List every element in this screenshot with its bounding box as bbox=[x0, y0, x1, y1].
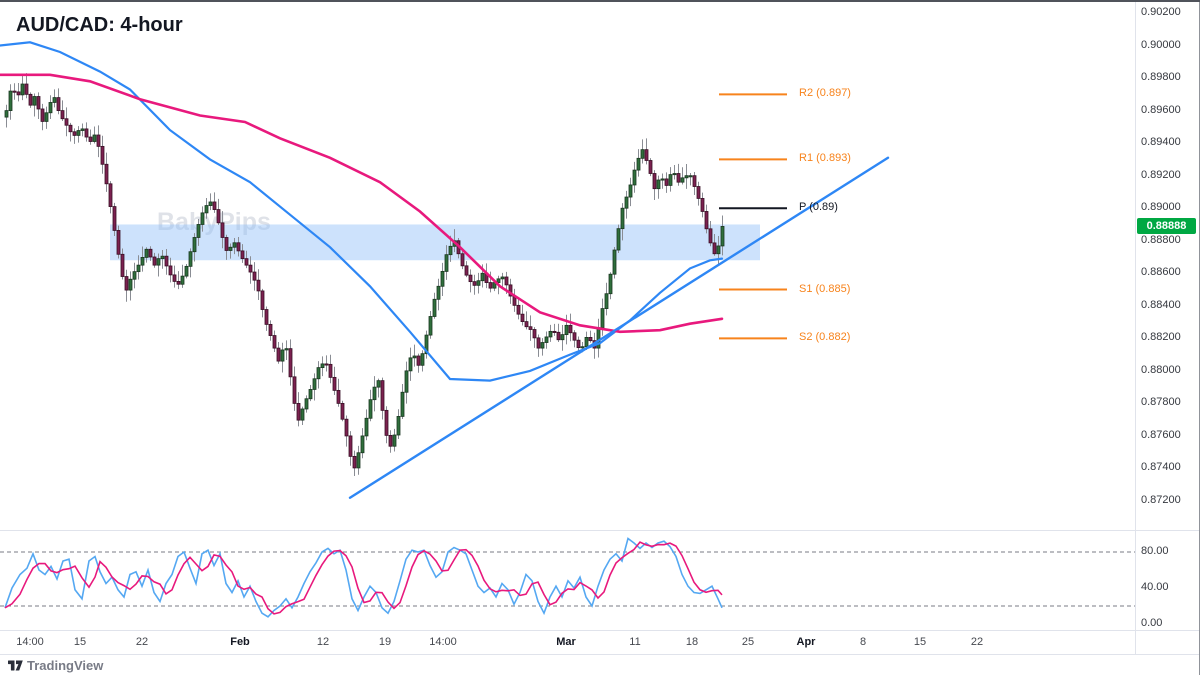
time-axis-label: 11 bbox=[629, 636, 641, 648]
tradingview-logo[interactable]: TradingView bbox=[8, 658, 103, 673]
main-price-pane[interactable] bbox=[0, 2, 1135, 528]
price-axis-label: 0.90000 bbox=[1141, 38, 1181, 51]
watermark: BabyPips bbox=[157, 208, 271, 236]
price-axis-label: 0.87800 bbox=[1141, 396, 1181, 409]
price-axis-label: 0.87600 bbox=[1141, 428, 1181, 441]
stoch-axis-label: 40.00 bbox=[1141, 581, 1169, 593]
time-axis-label: 22 bbox=[970, 636, 984, 648]
time-axis-label: Feb bbox=[230, 636, 250, 648]
time-axis-label: 15 bbox=[73, 636, 87, 648]
time-axis-label: 14:00 bbox=[429, 636, 457, 648]
price-axis-label: 0.88400 bbox=[1141, 298, 1181, 311]
price-axis-label: 0.90200 bbox=[1141, 6, 1181, 18]
price-axis-label: 0.88800 bbox=[1141, 233, 1181, 246]
time-axis-label: 19 bbox=[378, 636, 392, 648]
time-axis-label: 15 bbox=[913, 636, 927, 648]
pivot-label-s2: S2 (0.882) bbox=[799, 331, 851, 344]
last-price-badge: 0.88888 bbox=[1137, 218, 1196, 235]
price-axis-label: 0.88200 bbox=[1141, 331, 1181, 344]
time-axis-label: 12 bbox=[316, 636, 330, 648]
time-axis-label: 8 bbox=[859, 636, 867, 648]
price-axis-label: 0.87400 bbox=[1141, 461, 1181, 474]
price-axis-label: 0.89200 bbox=[1141, 168, 1181, 181]
tradingview-logo-text: TradingView bbox=[27, 658, 104, 673]
pivot-label-r2: R2 (0.897) bbox=[799, 87, 851, 100]
price-axis-label: 0.88600 bbox=[1141, 266, 1181, 279]
pivot-label-s1: S1 (0.885) bbox=[799, 282, 851, 295]
price-axis-label: 0.89600 bbox=[1141, 103, 1181, 116]
time-axis-label: 14:00 bbox=[16, 636, 44, 648]
stoch-axis-label: 0.00 bbox=[1141, 617, 1163, 629]
symbol-title: AUD/CAD: 4-hour bbox=[16, 14, 183, 36]
tradingview-mark-icon bbox=[8, 660, 23, 671]
stoch-axis-label: 80.00 bbox=[1141, 545, 1169, 557]
price-axis-label: 0.89800 bbox=[1141, 71, 1181, 84]
footer-divider bbox=[0, 654, 1199, 655]
pivot-label-p: P (0.89) bbox=[799, 201, 838, 214]
price-axis-divider bbox=[1135, 2, 1136, 654]
time-axis-label: 18 bbox=[685, 636, 699, 648]
pivot-label-r1: R1 (0.893) bbox=[799, 152, 851, 165]
price-axis-label: 0.89000 bbox=[1141, 201, 1181, 214]
stochastic-pane[interactable] bbox=[0, 531, 1135, 630]
time-axis-label: 25 bbox=[741, 636, 755, 648]
time-axis-divider bbox=[0, 630, 1199, 631]
pane-divider[interactable] bbox=[0, 530, 1199, 531]
time-axis-label: 22 bbox=[135, 636, 149, 648]
price-axis-label: 0.88000 bbox=[1141, 363, 1181, 376]
price-axis-label: 0.89400 bbox=[1141, 136, 1181, 149]
time-axis-label: Apr bbox=[796, 636, 816, 648]
time-axis-label: Mar bbox=[556, 636, 576, 648]
price-axis-label: 0.87200 bbox=[1141, 494, 1181, 506]
